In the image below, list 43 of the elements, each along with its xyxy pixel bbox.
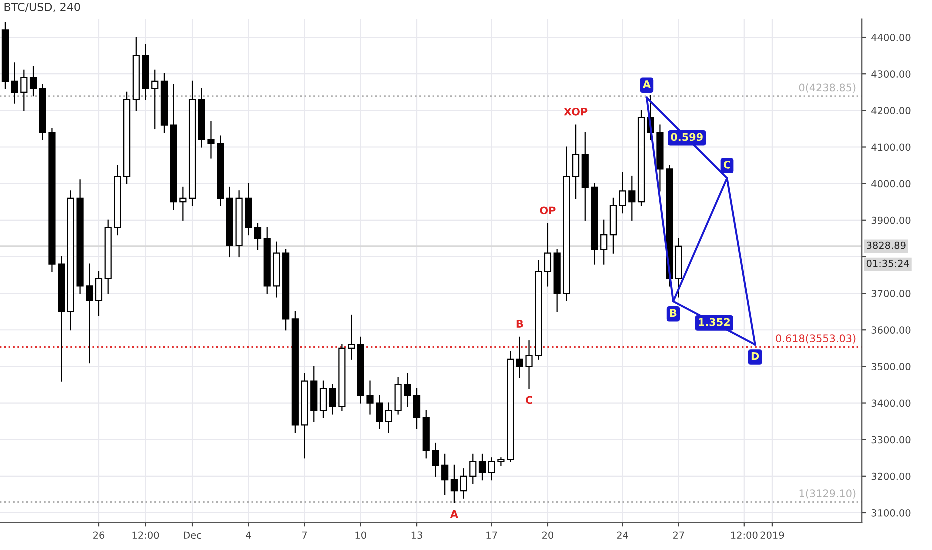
x-tick-label: 2019 [760, 532, 784, 540]
annotation: A [450, 510, 458, 518]
x-tick-label: 26 [94, 532, 105, 540]
ref-line-label: 0(4238.85) [799, 84, 856, 93]
y-tick-label: 3300.00 [872, 436, 911, 444]
annotation: 1.352 [699, 318, 730, 326]
y-tick-label: 3600.00 [872, 326, 911, 334]
x-tick-label: 24 [617, 532, 628, 539]
y-tick-label: 4400.00 [872, 34, 911, 42]
annotation: C [526, 396, 532, 404]
x-tick-label: 20 [542, 532, 554, 540]
y-tick-label: 3900.00 [872, 216, 911, 224]
x-tick-label: 12:00 [731, 532, 758, 540]
y-tick-label: 4200.00 [872, 107, 911, 115]
annotation: 0.599 [671, 133, 703, 142]
x-tick-label: 13 [412, 532, 422, 540]
ref-line-label: 0.618(3553.03) [776, 334, 856, 344]
x-tick-label: 17 [486, 532, 498, 539]
data-label: D [752, 352, 760, 360]
y-tick-label: 3400.00 [872, 400, 911, 408]
x-tick-label: 27 [673, 532, 684, 539]
data-label: B [670, 309, 677, 317]
annotation: B [516, 320, 524, 328]
annotation: XOP [564, 108, 588, 116]
y-tick-label: 3200.00 [872, 472, 911, 480]
y-tick-label: 3500.00 [872, 363, 911, 371]
chart-title: BTC/USD, 240 [4, 2, 80, 12]
data-label: C [724, 160, 730, 169]
x-tick-label: 4 [246, 532, 252, 539]
x-tick-label: 12:00 [132, 532, 160, 540]
x-tick-label: 7 [302, 532, 308, 539]
y-tick-label: 3100.00 [872, 509, 911, 517]
text: 01:35:24 [866, 260, 910, 268]
ref-line-label: 1(3129.10) [800, 490, 856, 499]
ref-line-label: 3828.89 [867, 242, 906, 250]
y-tick-label: 3700.00 [872, 290, 911, 298]
y-tick-label: 4300.00 [872, 70, 911, 78]
data-label: A [642, 80, 651, 88]
y-tick-label: 4000.00 [872, 180, 911, 188]
x-tick-label: 10 [356, 532, 366, 540]
y-tick-label: 4100.00 [872, 144, 911, 152]
x-tick-label: Dec [184, 532, 202, 540]
annotation: OP [540, 206, 556, 215]
